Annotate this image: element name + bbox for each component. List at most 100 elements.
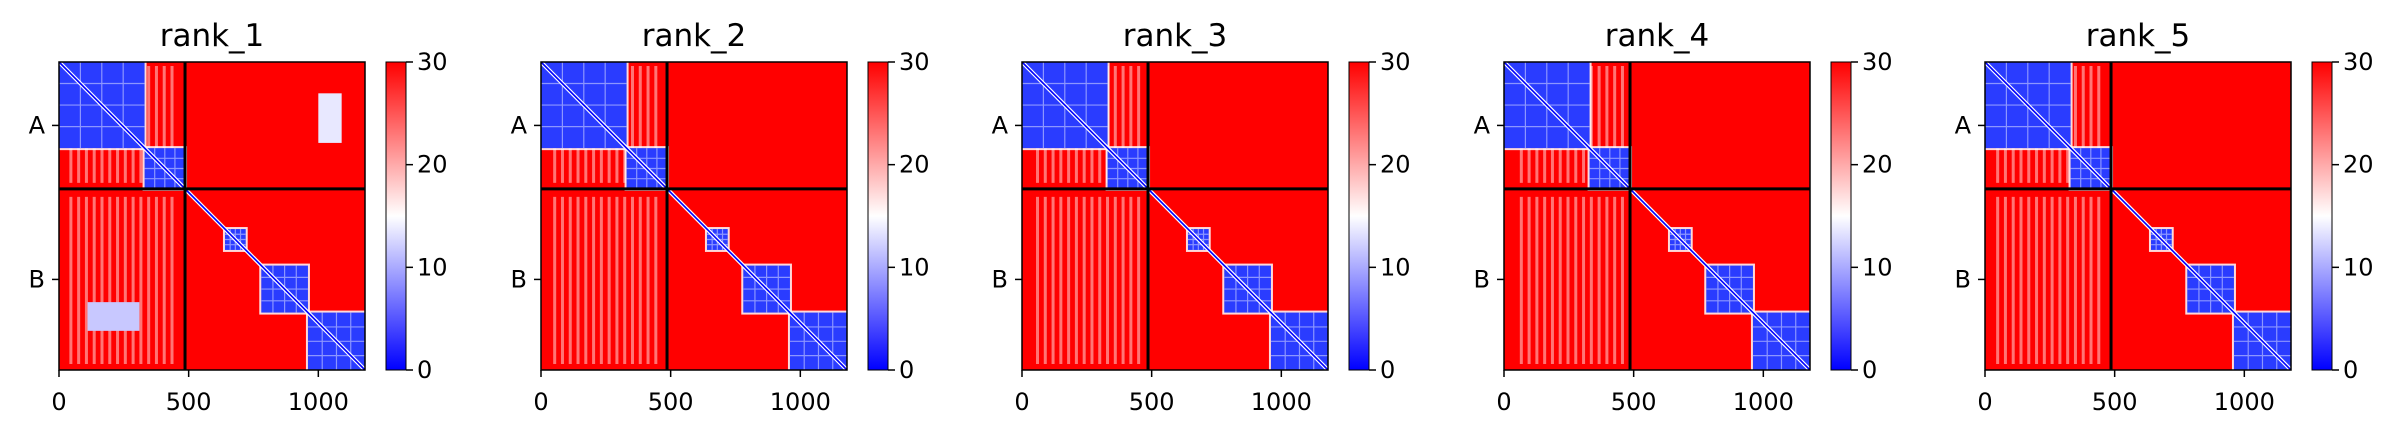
panel-5: rank_5 A B 0 500 1000 0 10 20 30 [1955,18,2374,416]
texture-stripe [1059,196,1063,364]
texture-stripe [2089,196,2093,364]
texture-stripe [1535,196,1539,364]
texture-stripe [2081,66,2085,183]
y-tick-label: A [1474,111,1491,139]
texture-stripe [2073,196,2077,364]
x-tick-label: 1000 [770,388,831,416]
colorbar [1831,62,1851,370]
texture-stripe [599,196,603,364]
texture-stripe [1074,196,1078,364]
texture-stripe [630,196,634,364]
panel-3: rank_3 A B 0 500 1000 0 10 20 30 [992,18,1411,416]
x-tick-label: 0 [1496,388,1511,416]
colorbar-tick-label: 0 [1862,356,1877,384]
colorbar-tick-label: 10 [899,253,930,281]
y-tick-label: B [1955,265,1971,293]
texture-stripe [1090,196,1094,364]
texture-stripe [69,196,73,364]
texture-stripe [147,66,151,183]
colorbar-tick-label: 30 [899,48,930,76]
texture-stripe [154,66,158,183]
texture-stripe [584,196,588,364]
colorbar-tick-label: 10 [1862,253,1893,281]
texture-stripe [77,196,81,364]
colorbar-tick-label: 30 [2343,48,2374,76]
y-tick-label: A [29,111,46,139]
texture-stripe [2097,66,2101,183]
texture-stripe [654,196,658,364]
x-tick-label: 0 [1014,388,1029,416]
texture-stripe [1113,66,1117,183]
texture-stripe [1043,196,1047,364]
texture-stripe [1996,196,2000,364]
y-tick-label: B [1474,265,1490,293]
y-tick-label: B [511,265,527,293]
colorbar-tick-label: 20 [1862,151,1893,179]
heatmap-frame [540,61,848,371]
heatmap-frame [58,61,366,371]
heatmap-frame [1503,61,1811,371]
texture-stripe [592,196,596,364]
texture-stripe [568,196,572,364]
panel-2: rank_2 A B 0 500 1000 0 10 20 30 [511,18,930,416]
texture-stripe [92,196,96,364]
diagonal-line [58,61,366,371]
texture-stripe [170,66,174,183]
x-tick-label: 0 [1977,388,1992,416]
texture-stripe [2058,196,2062,364]
texture-stripe [1121,196,1125,364]
texture-stripe [2073,66,2077,183]
texture-stripe [1106,196,1110,364]
colorbar-tick-label: 30 [1862,48,1893,76]
panel-title: rank_1 [160,18,265,54]
texture-stripe [1036,196,1040,364]
texture-stripe [2027,196,2031,364]
texture-stripe [1566,196,1570,364]
y-tick-label: B [29,265,45,293]
texture-stripe [654,66,658,183]
colorbar-tick-label: 0 [417,356,432,384]
y-tick-label: A [992,111,1009,139]
texture-stripe [84,196,88,364]
texture-stripe [162,66,166,183]
texture-stripe [1597,196,1601,364]
texture-stripe [2081,196,2085,364]
x-tick-label: 500 [648,388,694,416]
texture-stripe [646,66,650,183]
colorbar-tick-label: 0 [899,356,914,384]
colorbar-frame [385,61,407,371]
diagonal-line [540,61,848,371]
texture-stripe [553,196,557,364]
colorbar-tick-label: 20 [417,151,448,179]
x-tick-label: 500 [1129,388,1175,416]
x-tick-label: 0 [51,388,66,416]
texture-stripe [1620,66,1624,183]
panel-title: rank_4 [1605,18,1710,54]
diagonal-line [1021,61,1329,371]
texture-stripe [1589,196,1593,364]
texture-stripe [1121,66,1125,183]
colorbar-frame [1830,61,1852,371]
texture-stripe [2089,66,2093,183]
texture-stripe [1558,196,1562,364]
texture-stripe [1129,196,1133,364]
texture-stripe [560,196,564,364]
texture-stripe [576,196,580,364]
texture-stripe [1113,196,1117,364]
diagonal-line [1503,61,1811,371]
colorbar-tick-label: 20 [2343,151,2374,179]
texture-stripe [1605,196,1609,364]
texture-stripe [1137,196,1141,364]
panel-title: rank_5 [2086,18,2191,54]
colorbar-tick-label: 20 [1380,151,1411,179]
panel-title: rank_3 [1123,18,1228,54]
x-tick-label: 1000 [2214,388,2275,416]
texture-stripe [147,196,151,364]
texture-stripe [2035,196,2039,364]
texture-stripe [1098,196,1102,364]
colorbar-tick-label: 10 [1380,253,1411,281]
texture-stripe [2003,196,2007,364]
texture-stripe [1051,196,1055,364]
texture-stripe [638,66,642,183]
